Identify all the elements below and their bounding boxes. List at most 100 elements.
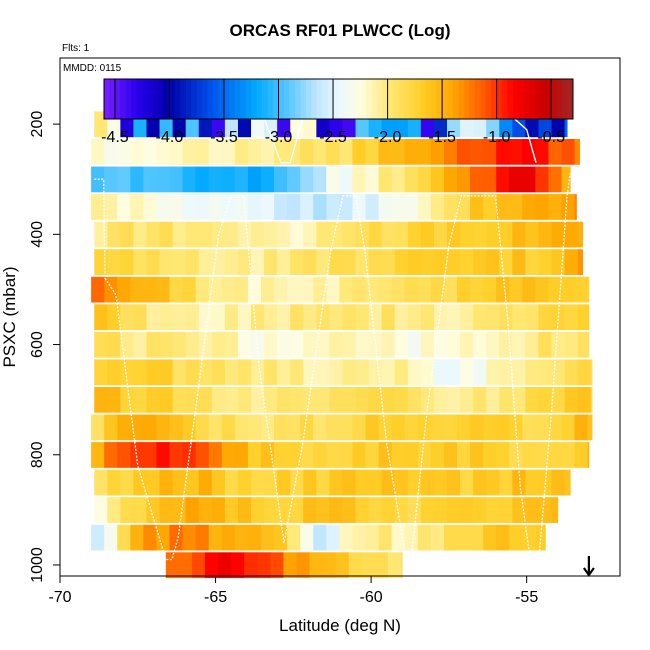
colorbar-tick-label: -0.5 — [537, 129, 565, 146]
heatmap-cell — [195, 166, 210, 193]
heatmap-cell — [251, 497, 265, 523]
heatmap-cell — [316, 359, 330, 386]
heatmap-cell — [460, 221, 474, 248]
heatmap-cell — [237, 386, 252, 413]
heatmap-cell — [381, 386, 396, 413]
colorbar-swatch — [213, 79, 219, 119]
heatmap-cell — [381, 304, 396, 331]
heatmap-cell — [277, 359, 291, 386]
heatmap-cell — [342, 249, 356, 275]
heatmap-cell — [522, 442, 536, 468]
heatmap-cell — [185, 304, 200, 331]
heatmap-cell — [551, 249, 566, 275]
colorbar-swatch — [513, 79, 519, 119]
heatmap-cell — [277, 469, 291, 496]
heatmap-cell — [326, 442, 340, 468]
heatmap-cell — [234, 166, 249, 193]
heatmap-cell — [381, 359, 396, 386]
heatmap-cell — [146, 359, 160, 386]
x-axis: -70 -65 -60 -55 — [48, 576, 538, 606]
heatmap-cell — [156, 166, 170, 193]
heatmap-cell — [313, 139, 327, 165]
colorbar-swatch — [136, 79, 143, 119]
heatmap-cell — [473, 331, 487, 358]
heatmap-cell — [143, 166, 157, 193]
heatmap-cell — [316, 331, 330, 358]
heatmap-cell — [300, 166, 314, 193]
heatmap-cell — [264, 359, 278, 386]
colorbar-swatch — [180, 79, 187, 119]
heatmap-cell — [237, 221, 252, 248]
heatmap-cell — [391, 166, 406, 193]
flights-note: Flts: 1 — [62, 43, 90, 54]
colorbar-swatch — [305, 79, 312, 119]
colorbar-swatch — [453, 79, 459, 119]
heatmap-cell — [91, 442, 105, 468]
heatmap-cell — [378, 524, 393, 551]
colorbar-swatch — [240, 79, 247, 119]
heatmap-cell — [224, 359, 239, 386]
heatmap-cell — [368, 497, 383, 523]
heatmap-cell — [107, 497, 121, 523]
heatmap-cell — [352, 414, 366, 441]
heatmap-cell — [368, 249, 383, 275]
heatmap-cell — [522, 414, 536, 441]
heatmap-cell — [433, 497, 448, 523]
heatmap-cell — [548, 442, 562, 468]
heatmap-cell — [237, 497, 252, 523]
heatmap-cell — [473, 469, 487, 496]
heatmap-cell — [287, 276, 301, 303]
heatmap-cell — [407, 331, 422, 358]
heatmap-cell — [277, 304, 291, 331]
heatmap-cell — [143, 194, 157, 220]
colorbar-swatch — [191, 79, 198, 119]
y-axis-label: PSXC (mbar) — [0, 266, 19, 367]
heatmap-cell — [564, 331, 579, 358]
heatmap-cell — [237, 359, 252, 386]
heatmap-cell — [257, 552, 271, 579]
heatmap-cell — [313, 194, 327, 220]
heatmap-cell — [355, 221, 370, 248]
colorbar-tick-label: -4.5 — [101, 129, 129, 146]
heatmap-cell — [443, 139, 458, 165]
heatmap-cell — [156, 139, 170, 165]
heatmap-cell — [156, 524, 170, 551]
position-arrow — [582, 556, 595, 577]
heatmap-cell — [195, 442, 210, 468]
heatmap-cell — [234, 139, 249, 165]
heatmap-cell — [404, 276, 419, 303]
heatmap-cell — [551, 469, 566, 496]
heatmap-cell — [447, 469, 461, 496]
heatmap-cell — [247, 524, 262, 551]
heatmap-cell — [496, 276, 510, 303]
heatmap-cell — [522, 524, 536, 551]
heatmap-cell — [551, 331, 566, 358]
heatmap-cell — [159, 249, 174, 275]
heatmap-cell — [251, 304, 265, 331]
heatmap-cell — [365, 524, 379, 551]
heatmap-cell — [564, 111, 568, 138]
heatmap-cell — [120, 331, 134, 358]
heatmap-cell — [182, 524, 197, 551]
heatmap-cell — [247, 194, 262, 220]
heatmap-cell — [195, 194, 210, 220]
heatmap-cell — [264, 221, 278, 248]
heatmap-cell — [224, 469, 239, 496]
heatmap-cell — [525, 249, 539, 275]
colorbar-swatch — [262, 79, 268, 119]
heatmap-cell — [365, 194, 379, 220]
heatmap-cell — [329, 249, 343, 275]
heatmap-cell — [316, 304, 330, 331]
heatmap-cell — [191, 552, 206, 579]
heatmap-cell — [509, 166, 523, 193]
heatmap-cell — [133, 304, 147, 331]
heatmap-cell — [590, 386, 593, 413]
heatmap-cell — [551, 497, 559, 523]
heatmap-cell — [94, 497, 108, 523]
colorbar: -4.5 -4.0 -3.5 -3.0 -2.5 -2.0 -1.5 -1.0 -0.5 — [101, 78, 574, 146]
heatmap-cell — [456, 442, 471, 468]
heatmap-cell — [120, 221, 134, 248]
heatmap-cell — [394, 221, 409, 248]
colorbar-swatch — [469, 79, 476, 119]
heatmap-cell — [499, 469, 513, 496]
